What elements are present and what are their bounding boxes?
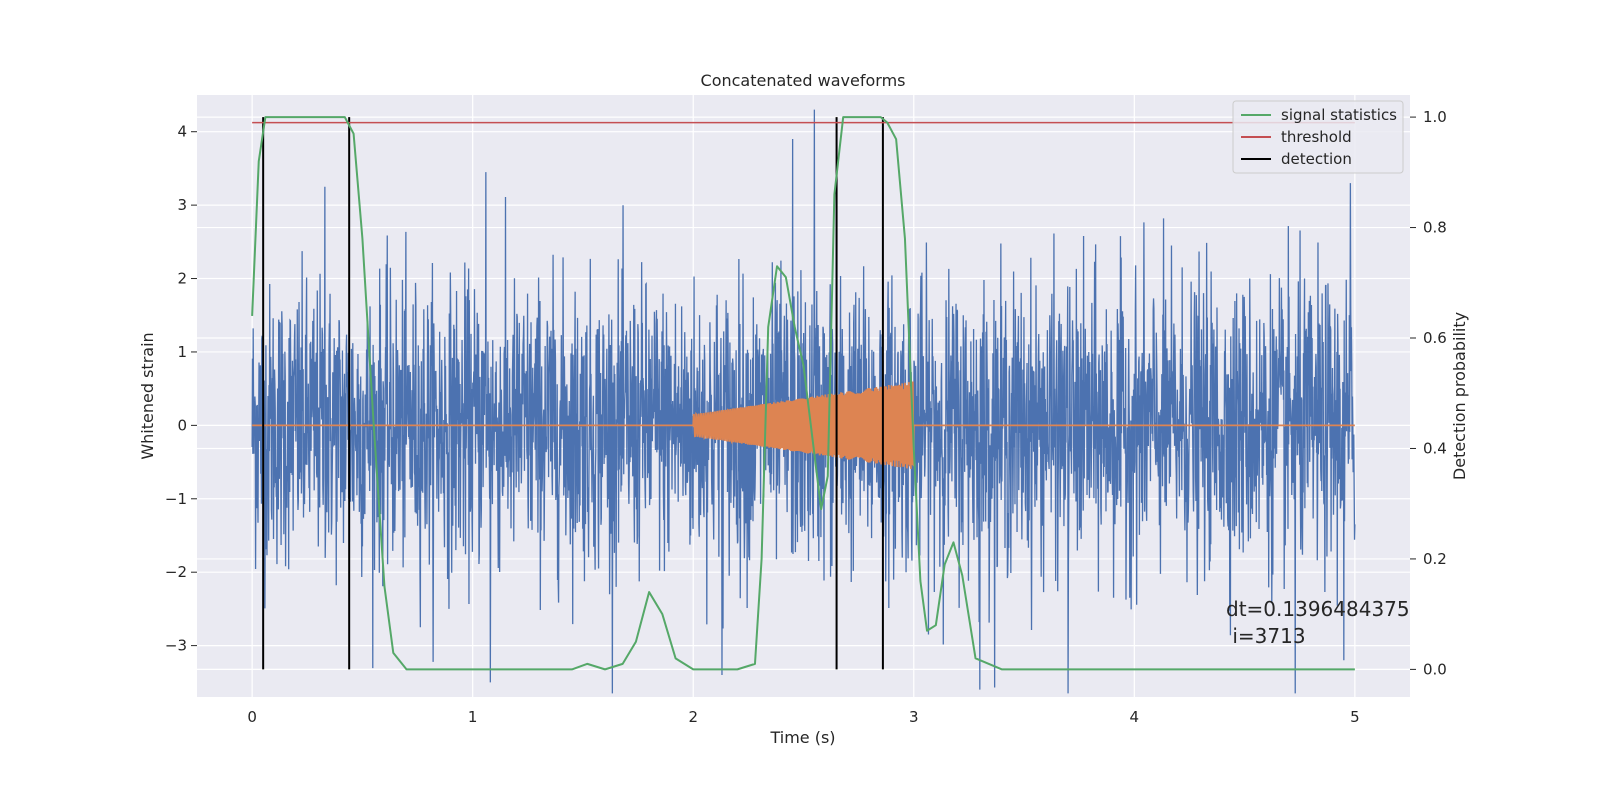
annotation-dt: dt=0.1396484375: [1226, 597, 1410, 621]
y-tick-label: 4: [177, 123, 187, 141]
y2-axis-ticks: 0.0 0.2 0.4 0.6 0.8 1.0: [1410, 108, 1447, 678]
y2-tick-label: 0.0: [1423, 660, 1447, 678]
annotation-index: i=3713: [1226, 624, 1306, 648]
legend-label: signal statistics: [1281, 106, 1397, 124]
y-tick-label: −1: [165, 490, 187, 508]
noise-line: [251, 109, 1356, 694]
injected-signal-line: [252, 381, 1355, 469]
x-axis-label: Time (s): [769, 728, 835, 747]
y2-tick-label: 0.6: [1423, 329, 1447, 347]
x-tick-label: 1: [468, 708, 478, 726]
signal-statistics-line: [251, 116, 1355, 671]
legend-label: threshold: [1281, 128, 1352, 146]
x-axis-ticks: 0 1 2 3 4 5: [247, 708, 1359, 726]
y2-tick-label: 0.8: [1423, 219, 1447, 237]
y-tick-label: 1: [177, 343, 187, 361]
y-axis-label: Whitened strain: [138, 332, 157, 459]
y-tick-label: 2: [177, 270, 187, 288]
x-tick-label: 5: [1350, 708, 1360, 726]
y-tick-label: 3: [177, 196, 187, 214]
x-tick-label: 4: [1130, 708, 1140, 726]
y-tick-label: 0: [177, 416, 187, 434]
y2-tick-label: 1.0: [1423, 108, 1447, 126]
x-tick-label: 0: [247, 708, 257, 726]
legend-label: detection: [1281, 150, 1352, 168]
legend-box: [1232, 100, 1404, 174]
chart-title: Concatenated waveforms: [701, 71, 906, 90]
plot-series: [251, 109, 1356, 694]
y2-tick-label: 0.2: [1423, 550, 1447, 568]
y-tick-label: −2: [165, 563, 187, 581]
x-tick-label: 3: [909, 708, 919, 726]
legend: signal statistics threshold detection: [1232, 100, 1404, 174]
y-axis-ticks: −3 −2 −1 0 1 2 3 4: [165, 123, 197, 655]
y-tick-label: −3: [165, 637, 187, 655]
y2-axis-label: Detection probability: [1450, 312, 1469, 480]
y2-tick-label: 0.4: [1423, 439, 1447, 457]
x-tick-label: 2: [688, 708, 698, 726]
